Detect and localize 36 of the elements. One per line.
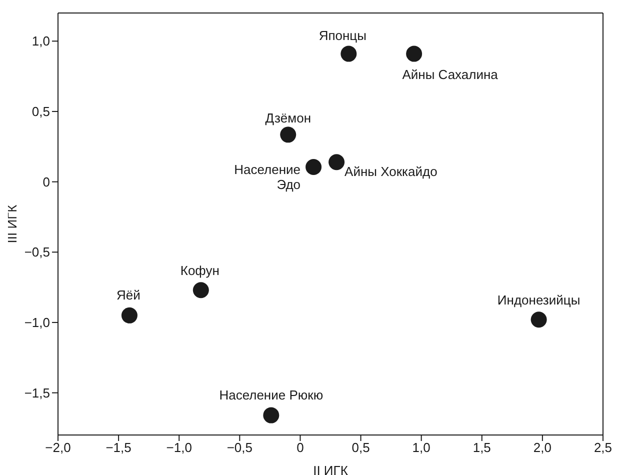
point	[192, 282, 209, 298]
x-tick-label: 1,0	[412, 440, 430, 456]
point	[340, 46, 357, 62]
y-tick-label: −1,0	[24, 315, 50, 330]
point	[328, 154, 345, 170]
x-tick-label: 2,0	[533, 440, 552, 456]
x-tick-label: −1,5	[106, 440, 132, 456]
point	[263, 407, 280, 424]
point	[530, 312, 547, 328]
x-tick-label: −1,0	[166, 440, 192, 456]
point	[121, 307, 138, 324]
point	[406, 46, 422, 62]
annotation: Яёй	[116, 286, 140, 302]
annotation: Дзёмон	[265, 110, 311, 126]
y-axis-title: III ИГК	[4, 204, 20, 244]
y-tick-label: 0,5	[32, 104, 50, 120]
point	[280, 126, 296, 143]
annotation: Айны Сахалина	[402, 66, 499, 82]
annotation: Индонезийцы	[497, 292, 580, 308]
annotation: Кофун	[180, 262, 220, 278]
x-tick-label: −0,5	[226, 440, 253, 456]
y-tick-label: −0,5	[24, 244, 50, 260]
x-tick-label: −2,0	[45, 440, 71, 456]
x-tick-label: 0,5	[352, 440, 370, 456]
annotation: Население Рюкю	[219, 386, 324, 402]
annotation: Айны Хоккайдо	[344, 164, 438, 179]
x-axis-title: II ИГК	[313, 463, 348, 475]
point	[306, 159, 322, 176]
y-tick-label: 1,0	[32, 34, 50, 49]
y-tick-label: 0	[42, 174, 50, 190]
x-tick-label: 2,5	[594, 440, 612, 456]
annotation: Японцы	[318, 27, 366, 42]
annotation: Население Эдо	[234, 162, 301, 192]
y-tick-label: −1,5	[24, 385, 50, 400]
x-tick-label: 0	[296, 440, 304, 456]
x-tick-label: 1,5	[472, 440, 491, 456]
